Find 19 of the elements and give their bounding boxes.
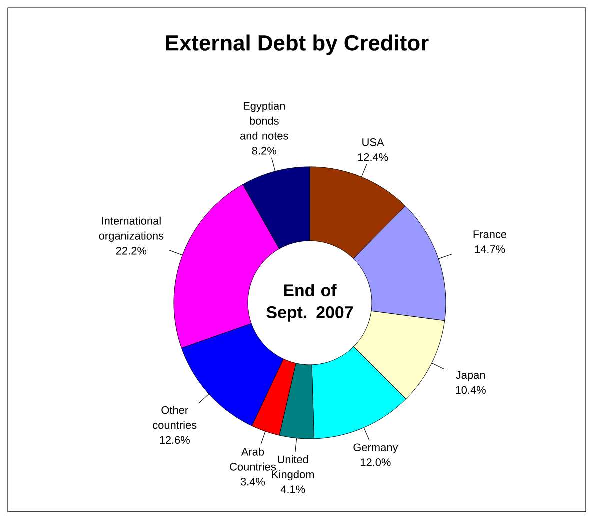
slice-label: Germany <box>354 444 398 454</box>
slice-label: France <box>474 230 507 238</box>
chart-title: External Debt by Creditor <box>166 34 429 56</box>
data-label: 14.7% <box>475 246 506 254</box>
data-label: 12.6% <box>160 436 190 444</box>
data-label: 12.4% <box>358 153 388 162</box>
slice-label: Japan <box>456 371 486 382</box>
data-label: 3.4% <box>240 478 266 486</box>
text: End of Sept. 2007 <box>266 284 354 322</box>
slice-label: International organizations <box>99 216 164 242</box>
data-label: 4.1% <box>280 486 306 494</box>
slice-label: Other countries <box>153 406 197 430</box>
data-label: 12.0% <box>360 458 391 466</box>
slice-label: USA <box>362 138 384 146</box>
slice-label: Egyptian bonds and notes <box>240 102 288 140</box>
data-label: 22.2% <box>116 247 147 255</box>
data-label: 8.2% <box>252 147 276 155</box>
data-label: 10.4% <box>456 386 486 394</box>
slice-label: Arab Countries <box>230 448 276 471</box>
